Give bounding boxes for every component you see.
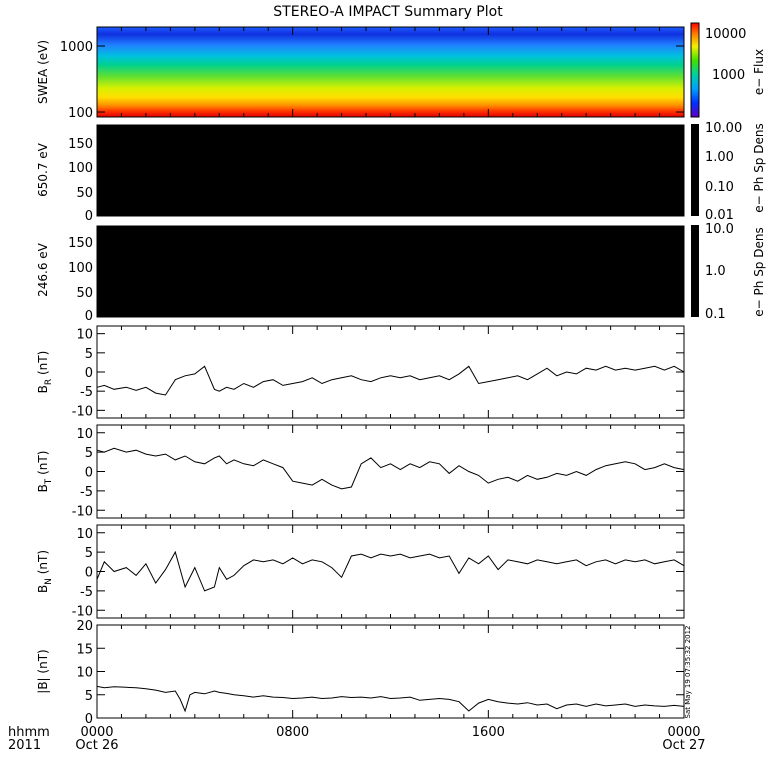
- x-axis-row1-label: hhmm: [8, 725, 50, 740]
- panel-bmag: 20 15 10 5 0 |B| (nT): [36, 619, 685, 727]
- pad-650ev-colorbar: [691, 124, 699, 216]
- pad-650ev-ylabel: 650.7 eV: [36, 142, 50, 197]
- timestamp: Sat May 19 07:35:32 2012: [684, 625, 692, 718]
- panel-bmag-ytick-label: 0: [85, 712, 93, 727]
- pad-650ev-ytick-150: 150: [68, 137, 93, 152]
- panel-swea: 1000 100 SWEA (eV) 10000 1000 e− Flux: [36, 22, 766, 121]
- panel-br-ytick-label: -10: [72, 404, 93, 419]
- swea-y-ticks: [97, 45, 684, 113]
- panel-bmag-ytick-label: 15: [76, 642, 93, 657]
- panel-bt-series-line: [96, 447, 685, 490]
- panel-bmag-ylabel: |B| (nT): [36, 649, 50, 693]
- x-tick-label: 1600: [472, 725, 505, 740]
- panel-bt-frame: [96, 424, 685, 519]
- swea-cbar-tick-10000: 10000: [705, 27, 746, 42]
- swea-ytick-100: 100: [68, 106, 93, 121]
- panel-br-ytick-label: 0: [85, 366, 93, 381]
- panel-bmag-frame: [96, 624, 685, 719]
- swea-ytick-1000: 1000: [60, 40, 93, 55]
- pad-650ev-cbar-tick-1: 1.00: [705, 150, 734, 165]
- panel-br-ytick-label: 5: [85, 347, 93, 362]
- pad-650ev-ytick-0: 0: [85, 209, 93, 224]
- panel-br-ytick-label: -5: [80, 385, 93, 400]
- panel-bt-ytick-label: 0: [85, 466, 93, 481]
- x-axis-row2-label: 2011: [8, 738, 41, 753]
- x-tick-label: 0800: [276, 725, 309, 740]
- panel-bn-ytick-label: 5: [85, 546, 93, 561]
- pad-246ev-cbar-label: e− Ph Sp Dens: [752, 227, 766, 316]
- panel-bt: 10 5 0 -5 -10 BT (nT): [36, 424, 685, 519]
- pad-246ev-ytick-100: 100: [68, 261, 93, 276]
- pad-246ev-ytick-150: 150: [68, 236, 93, 251]
- panel-bmag-ytick-label: 20: [76, 619, 93, 634]
- pad-246ev-cbar-tick-0.1: 0.1: [705, 307, 726, 322]
- panel-bt-ytick-label: 5: [85, 446, 93, 461]
- pad-650ev-ytick-50: 50: [76, 186, 93, 201]
- panel-bt-ytick-label: 10: [76, 427, 93, 442]
- pad-650ev-cbar-tick-0.01: 0.01: [705, 208, 734, 223]
- pad-246ev-ytick-50: 50: [76, 286, 93, 301]
- panel-246ev: 150 100 50 0 246.6 eV 10.0 1.0 0.1 e− Ph…: [36, 222, 766, 324]
- panel-br-series-line: [96, 365, 685, 396]
- panel-bt-ytick-label: -10: [72, 504, 93, 519]
- x-tick-label: 0000: [80, 725, 113, 740]
- x-tick-sublabel: Oct 27: [662, 738, 705, 753]
- pad-246ev-ytick-0: 0: [85, 309, 93, 324]
- pad-650ev-cbar-tick-10: 10.00: [705, 121, 742, 136]
- time-ticks: [96, 27, 685, 718]
- pad-650ev-ytick-100: 100: [68, 161, 93, 176]
- panel-bmag-series-line: [96, 685, 685, 713]
- panel-bn-frame: [96, 524, 685, 619]
- pad-246ev-image: [96, 225, 685, 318]
- panel-br: 10 5 0 -5 -10 BR (nT): [36, 325, 685, 419]
- pad-246ev-cbar-tick-1: 1.0: [705, 264, 726, 279]
- x-tick-label: 0000: [667, 725, 700, 740]
- x-tick-sublabel: Oct 26: [75, 738, 118, 753]
- panel-bn-ylabel: BN (nT): [36, 550, 54, 593]
- swea-spectrogram: [97, 27, 684, 117]
- plot-title: STEREO-A IMPACT Summary Plot: [273, 4, 503, 20]
- panel-bn-ytick-label: 10: [76, 527, 93, 542]
- panel-bn-ytick-label: -5: [80, 585, 93, 600]
- panel-bmag-ytick-label: 10: [76, 666, 93, 681]
- panel-bn-ytick-label: -10: [72, 604, 93, 619]
- panel-br-frame: [96, 325, 685, 419]
- swea-cbar-label: e− Flux: [752, 49, 766, 95]
- panel-br-ylabel: BR (nT): [36, 351, 54, 394]
- panel-bn: 10 5 0 -5 -10 BN (nT): [36, 524, 685, 619]
- panel-bt-ytick-label: -5: [80, 485, 93, 500]
- panel-bn-ytick-label: 0: [85, 566, 93, 581]
- pad-246ev-colorbar: [691, 225, 699, 317]
- panel-bmag-ytick-label: 5: [85, 689, 93, 704]
- panel-bn-series-line: [96, 550, 685, 592]
- pad-650ev-cbar-tick-0.1: 0.10: [705, 180, 734, 195]
- panel-bt-ylabel: BT (nT): [36, 451, 54, 493]
- swea-cbar-tick-1000: 1000: [712, 68, 745, 83]
- pad-650ev-image: [96, 124, 685, 217]
- panel-br-ytick-label: 10: [76, 328, 93, 343]
- swea-ylabel: SWEA (eV): [36, 40, 50, 104]
- pad-246ev-ylabel: 246.6 eV: [36, 242, 50, 297]
- pad-246ev-cbar-tick-10: 10.0: [705, 222, 734, 237]
- pad-650ev-cbar-label: e− Ph Sp Dens: [752, 123, 766, 212]
- panel-650ev: 150 100 50 0 650.7 eV 10.00 1.00 0.10 0.…: [36, 121, 766, 224]
- swea-colorbar: [690, 22, 700, 118]
